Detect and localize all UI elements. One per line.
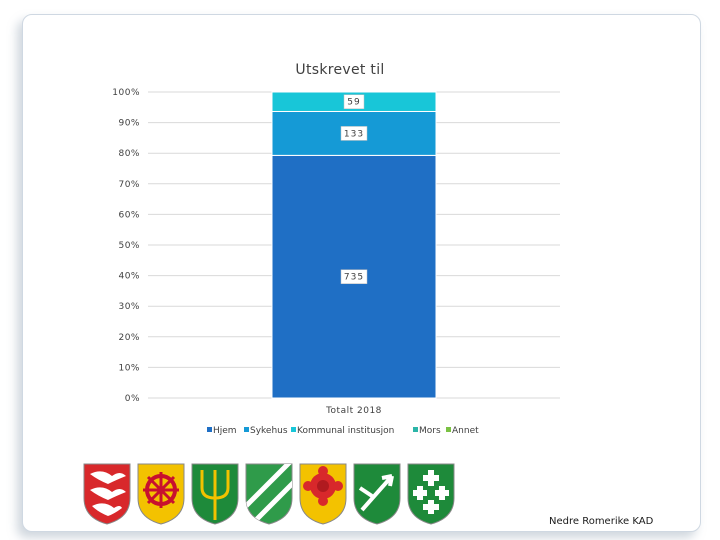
y-tick-label: 20% [118,333,140,343]
legend-swatch [413,427,418,432]
data-label: 133 [340,126,368,141]
legend-label: Kommunal institusjon [297,426,394,436]
data-label: 735 [340,269,368,284]
legend-swatch [291,427,296,432]
municipality-logos [83,463,455,525]
y-tick-label: 30% [118,302,140,312]
chart-title: Utskrevet til [295,62,384,78]
y-tick-label: 70% [118,180,140,190]
y-tick-label: 60% [118,210,140,220]
coat-of-arms-3-icon [191,463,239,525]
y-tick-label: 90% [118,119,140,129]
legend-label: Annet [452,426,479,436]
coat-of-arms-4-icon [245,463,293,525]
category-label: Totalt 2018 [325,406,382,416]
stacked-bar-chart: Utskrevet til 0% 10% 20% 30% 40% 50% 60% 70% 80%… [112,62,560,436]
legend-label: Hjem [213,426,237,436]
coat-of-arms-5-icon [299,463,347,525]
legend: Hjem Sykehus Kommunal institusjon Mors Annet [207,426,479,436]
data-label-text: 735 [344,273,364,283]
y-tick-label: 10% [118,363,140,373]
data-label-text: 133 [344,129,364,139]
y-axis-tick-labels: 0% 10% 20% 30% 40% 50% 60% 70% 80% 90% 100% [112,88,140,404]
data-label-text: 59 [347,98,360,108]
data-labels: 735 133 59 [340,94,368,284]
data-label-box [343,94,365,109]
data-label: 59 [343,94,365,109]
coat-of-arms-7-icon [407,463,455,525]
coat-of-arms-6-icon [353,463,401,525]
y-tick-label: 50% [118,241,140,251]
legend-label: Sykehus [250,426,288,436]
y-tick-label: 0% [125,394,140,404]
coat-of-arms-2-icon [137,463,185,525]
data-label-box [340,126,368,141]
y-tick-label: 100% [112,88,140,98]
y-tick-label: 40% [118,272,140,282]
footer-text: Nedre Romerike KAD [549,516,654,527]
legend-swatch [207,427,212,432]
legend-swatch [244,427,249,432]
legend-label: Mors [419,426,441,436]
data-label-box [340,269,368,284]
y-tick-label: 80% [118,149,140,159]
coat-of-arms-1-icon [83,463,131,525]
legend-swatch [446,427,451,432]
